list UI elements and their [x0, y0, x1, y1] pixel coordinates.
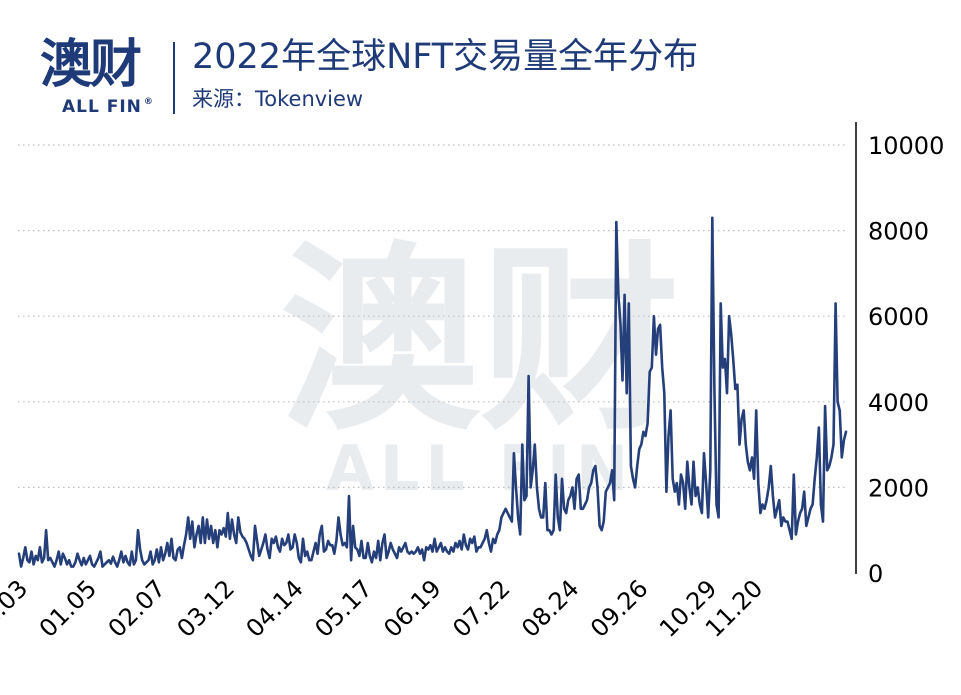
- allfin-logo: 澳财 ALL FIN ®: [40, 35, 160, 120]
- x-tick-label: 03.12: [172, 574, 240, 642]
- watermark-chinese: 澳财: [280, 225, 680, 458]
- logo-english-text: ALL FIN: [62, 97, 142, 117]
- x-tick-labels: 12.03 01.05 02.07 03.12 04.14 05.17 06.19 07.22…: [0, 574, 768, 642]
- nft-volume-line: [17, 216, 848, 568]
- gridlines: [18, 144, 848, 488]
- registered-mark: ®: [143, 97, 154, 107]
- x-tick-label: 06.19: [378, 574, 446, 642]
- watermark-english: ALL FIN: [326, 432, 634, 505]
- x-tick-label: 12.03: [0, 574, 33, 642]
- header: 澳财 ALL FIN ® 2022年全球NFT交易量全年分布 来源：Tokenvi…: [0, 0, 961, 120]
- x-tick-label: 01.05: [34, 574, 102, 642]
- y-tick-label: 0: [868, 560, 883, 588]
- x-tick-label: 02.07: [103, 574, 171, 642]
- y-tick-label: 2000: [868, 474, 929, 502]
- x-tick-label: 07.22: [447, 574, 515, 642]
- header-divider: [173, 42, 175, 114]
- logo-chinese: 澳财: [40, 35, 142, 95]
- chart-title: 2022年全球NFT交易量全年分布: [192, 37, 699, 77]
- logo-english: ALL FIN ®: [62, 97, 154, 117]
- x-tick-label: 04.14: [241, 574, 309, 642]
- x-tick-label: 09.26: [585, 574, 653, 642]
- series-layer: [17, 216, 848, 568]
- y-tick-label: 8000: [868, 218, 929, 246]
- chart-source: 来源：Tokenview: [192, 87, 364, 111]
- x-tick-label: 05.17: [309, 574, 377, 642]
- y-axis: 0 2000 4000 6000 8000 10000: [855, 122, 944, 588]
- y-tick-label: 6000: [868, 303, 929, 331]
- y-tick-label: 10000: [868, 132, 944, 160]
- y-tick-label: 4000: [868, 389, 929, 417]
- x-tick-label: 08.24: [516, 574, 584, 642]
